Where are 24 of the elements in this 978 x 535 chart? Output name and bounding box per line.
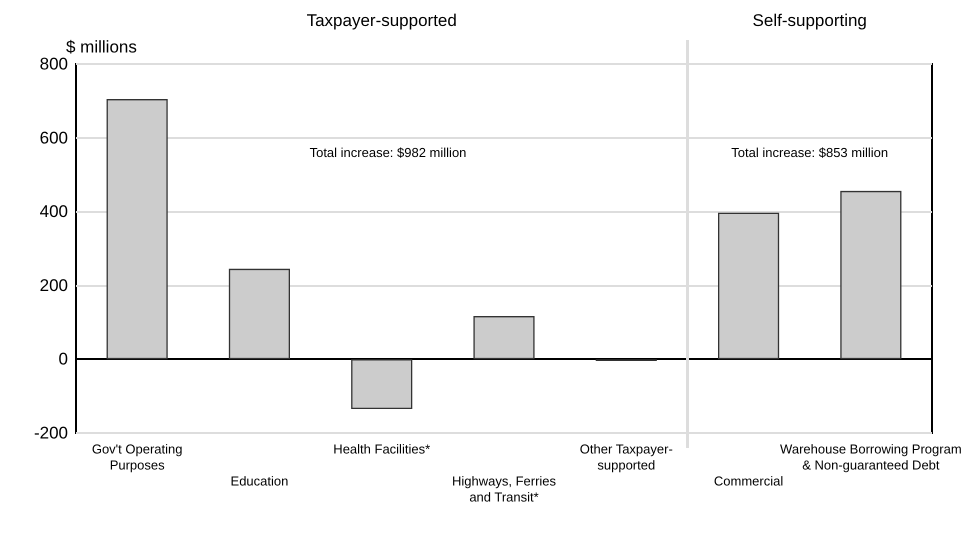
x-tick-label: Education [230,474,288,488]
bar [718,212,780,360]
y-axis-title: $ millions [66,38,137,57]
y-tick-label: 600 [40,128,68,148]
x-tick-label: Other Taxpayer- supported [580,442,673,472]
x-tick-label: Highways, Ferries and Transit* [452,474,557,504]
annotation: Total increase: $853 million [731,145,888,160]
y-tick-label: 800 [40,54,68,74]
bar [228,268,290,360]
bar [351,359,412,410]
y-tick-label: -200 [34,424,68,442]
x-tick-label: Gov't Operating Purposes [92,442,182,472]
y-tick-label: 400 [40,202,68,222]
bar [106,99,168,360]
text: Taxpayer-supported [306,11,457,30]
bar [473,316,535,360]
x-tick-label: Warehouse Borrowing Program & Non-guaranteed Debt [780,442,962,472]
y-tick-label: 200 [40,276,68,295]
text: Self-supporting [752,11,867,30]
x-tick-label: Health Facilities* [333,442,430,456]
y-tick-label: 0 [58,350,68,369]
bar [840,190,902,360]
annotation: Total increase: $982 million [310,145,466,160]
x-tick-label: Commercial [714,474,784,488]
